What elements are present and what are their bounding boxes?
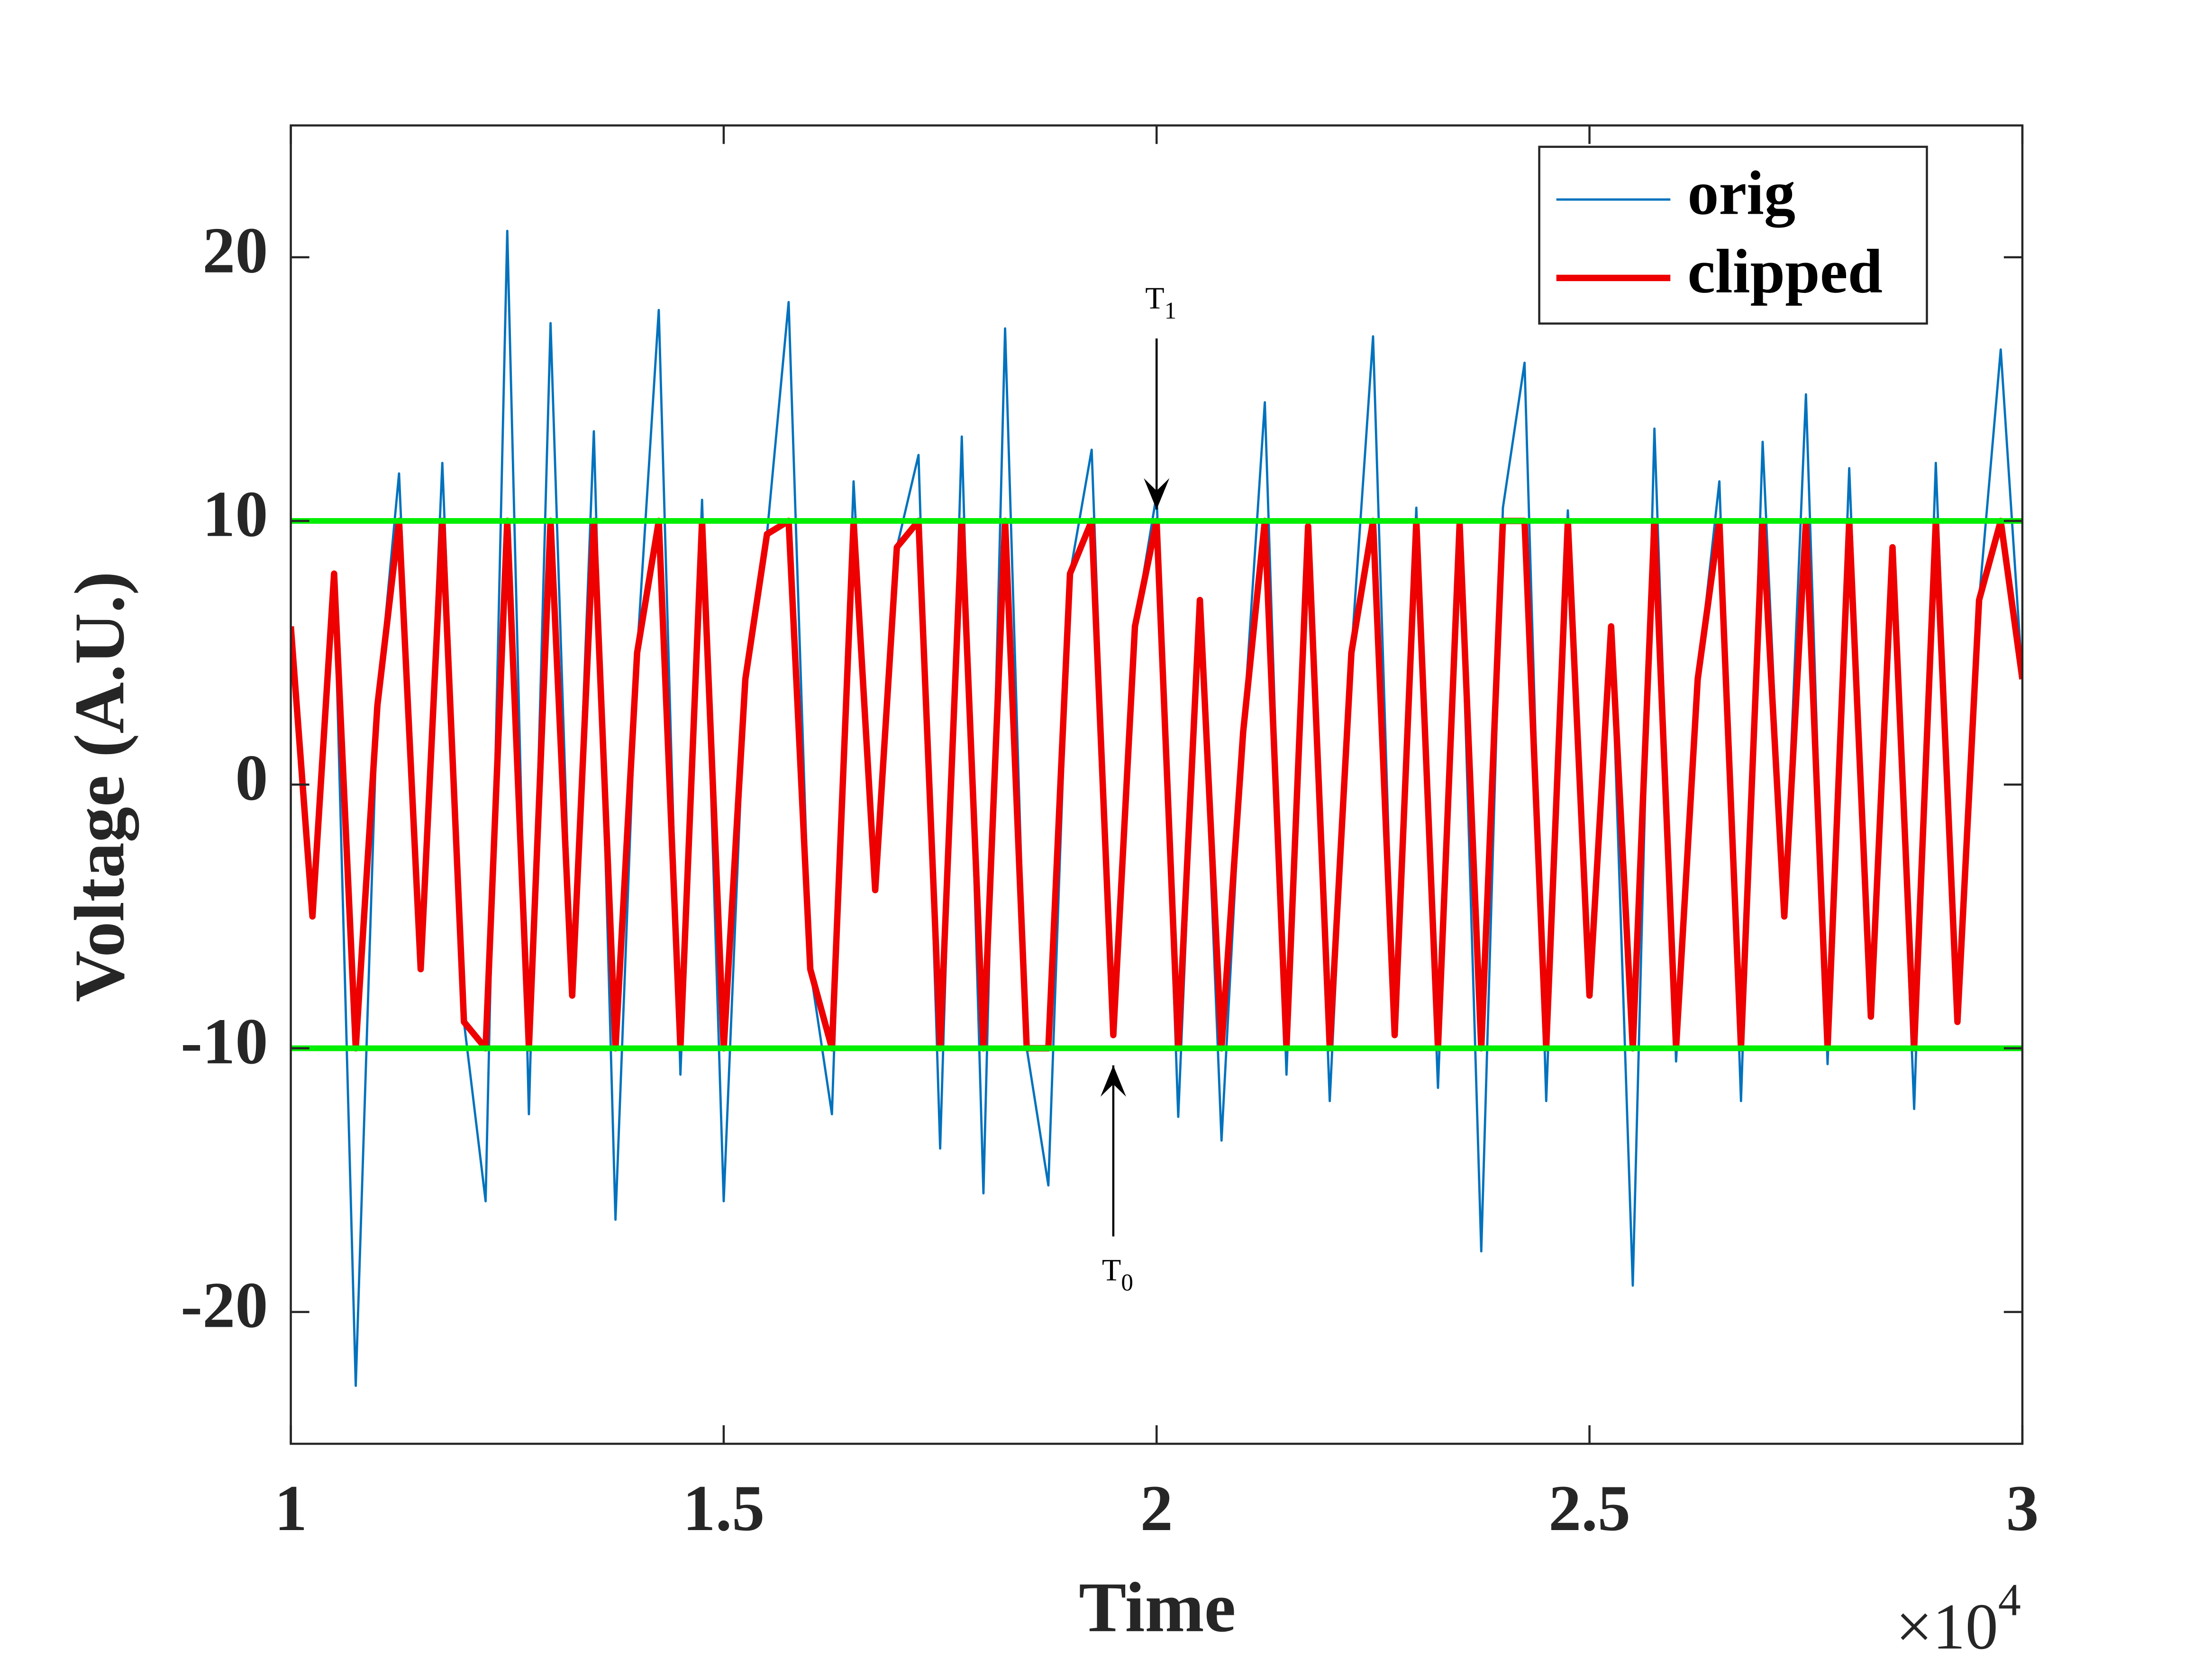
- annotation-label: T1: [1145, 281, 1176, 324]
- y-tick-label: 0: [235, 741, 268, 814]
- x-tick-label: 1: [274, 1472, 307, 1544]
- x-tick-label: 2: [1140, 1472, 1173, 1544]
- legend-label: clipped: [1687, 237, 1883, 306]
- annotation-arrowhead: [1100, 1065, 1126, 1097]
- x-tick-label: 1.5: [683, 1472, 765, 1544]
- x-multiplier-base: ×10: [1896, 1590, 1998, 1659]
- legend-box: [1538, 146, 1928, 325]
- annotation-label: T0: [1102, 1253, 1133, 1296]
- y-tick-label: 20: [202, 214, 268, 286]
- x-multiplier-exponent: 4: [1998, 1575, 2021, 1625]
- x-multiplier: ×104: [1896, 1575, 2021, 1659]
- x-axis-label: Time: [1079, 1568, 1236, 1647]
- annotation-arrowhead: [1144, 478, 1170, 510]
- x-tick-label: 3: [2006, 1472, 2039, 1544]
- y-tick-label: -20: [181, 1269, 268, 1341]
- annotation-subscript: 1: [1165, 297, 1177, 324]
- legend-label: orig: [1687, 158, 1795, 228]
- y-tick-label: 10: [202, 478, 268, 550]
- annotation-text: T: [1145, 281, 1164, 316]
- annotation-text: T: [1102, 1253, 1121, 1288]
- y-tick-label: -10: [181, 1005, 268, 1077]
- annotation-subscript: 0: [1121, 1269, 1133, 1296]
- x-tick-label: 2.5: [1548, 1472, 1630, 1544]
- y-axis-label: Voltage (A.U.): [60, 571, 139, 1002]
